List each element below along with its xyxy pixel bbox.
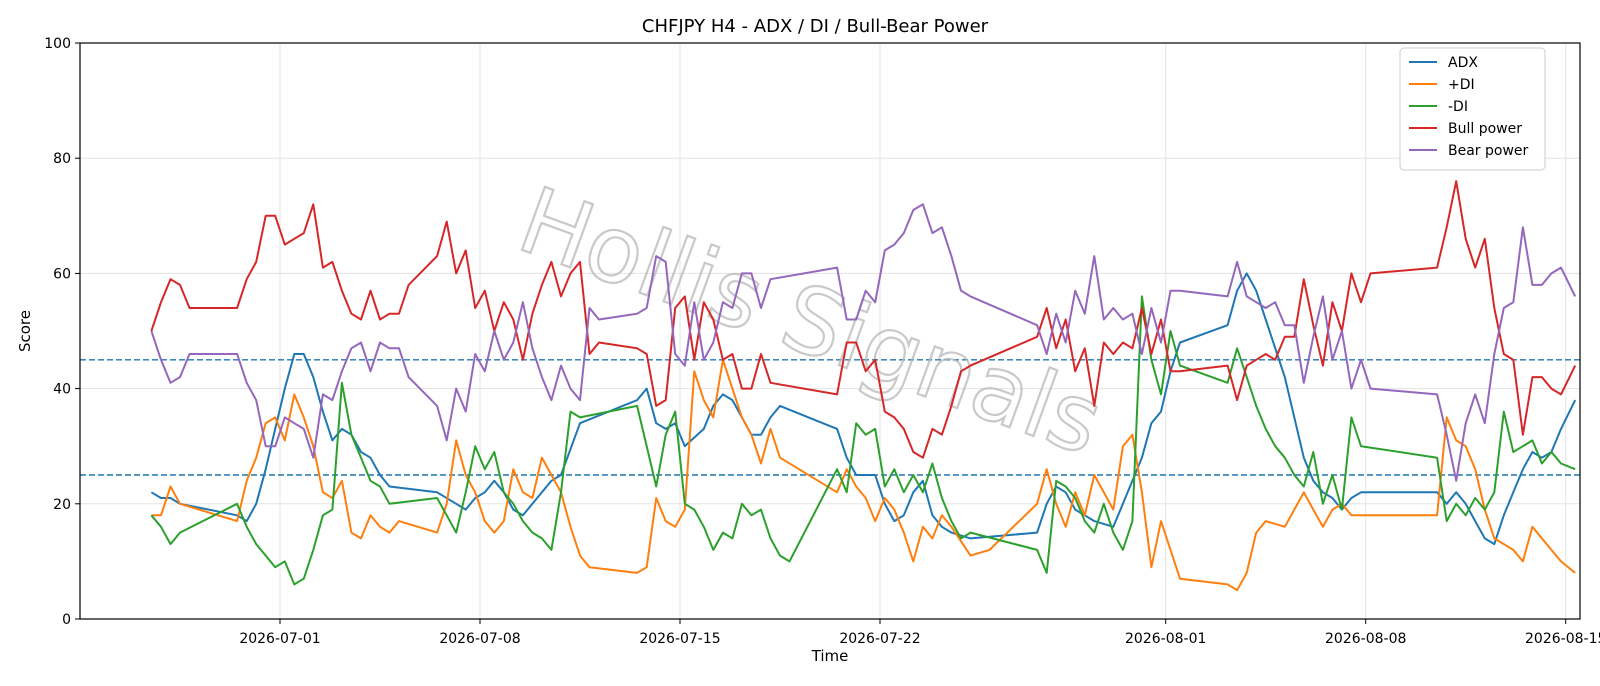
legend-label-bull-power: Bull power: [1448, 121, 1522, 137]
series-lines: [150, 180, 1577, 592]
series-line-di: [151, 358, 1576, 592]
x-tick-label: 2026-07-22: [839, 631, 920, 647]
legend-label-bear-power: Bear power: [1448, 143, 1529, 159]
chart-title: CHFJPY H4 - ADX / DI / Bull-Bear Power: [642, 16, 989, 37]
x-tick-label: 2026-08-01: [1125, 631, 1206, 647]
series-line-di: [150, 295, 1576, 586]
x-tick-label: 2026-08-15: [1525, 631, 1600, 647]
series-line-bull-power: [150, 180, 1577, 459]
legend-box: [1399, 47, 1546, 171]
y-tick-label: 0: [62, 612, 71, 628]
y-tick-label: 60: [53, 266, 71, 282]
axis-ticks: 0 20 40 60 80 100 2026-07-01 2026-07-08 2026-07-…: [44, 36, 1600, 647]
y-axis-label: Score: [16, 310, 34, 352]
y-tick-label: 20: [53, 497, 71, 513]
series-line-adx: [150, 272, 1577, 546]
x-tick-label: 2026-07-15: [639, 631, 720, 647]
reference-lines: [80, 359, 1580, 476]
y-tick-label: 80: [53, 151, 71, 167]
x-tick-label: 2026-08-08: [1325, 631, 1406, 647]
series-line-bear-power: [150, 203, 1577, 482]
y-tick-label: 40: [53, 382, 71, 398]
legend-label-adx: ADX: [1448, 55, 1478, 71]
legend-label-di: -DI: [1448, 99, 1468, 115]
legend-label-di: +DI: [1448, 77, 1475, 93]
x-axis-label: Time: [811, 647, 849, 665]
plot-frame: [79, 42, 1581, 620]
legend: ADX +DI -DI Bull power Bear power: [1399, 47, 1546, 171]
x-tick-label: 2026-07-08: [439, 631, 520, 647]
x-tick-label: 2026-07-01: [239, 631, 320, 647]
y-tick-label: 100: [44, 36, 71, 52]
